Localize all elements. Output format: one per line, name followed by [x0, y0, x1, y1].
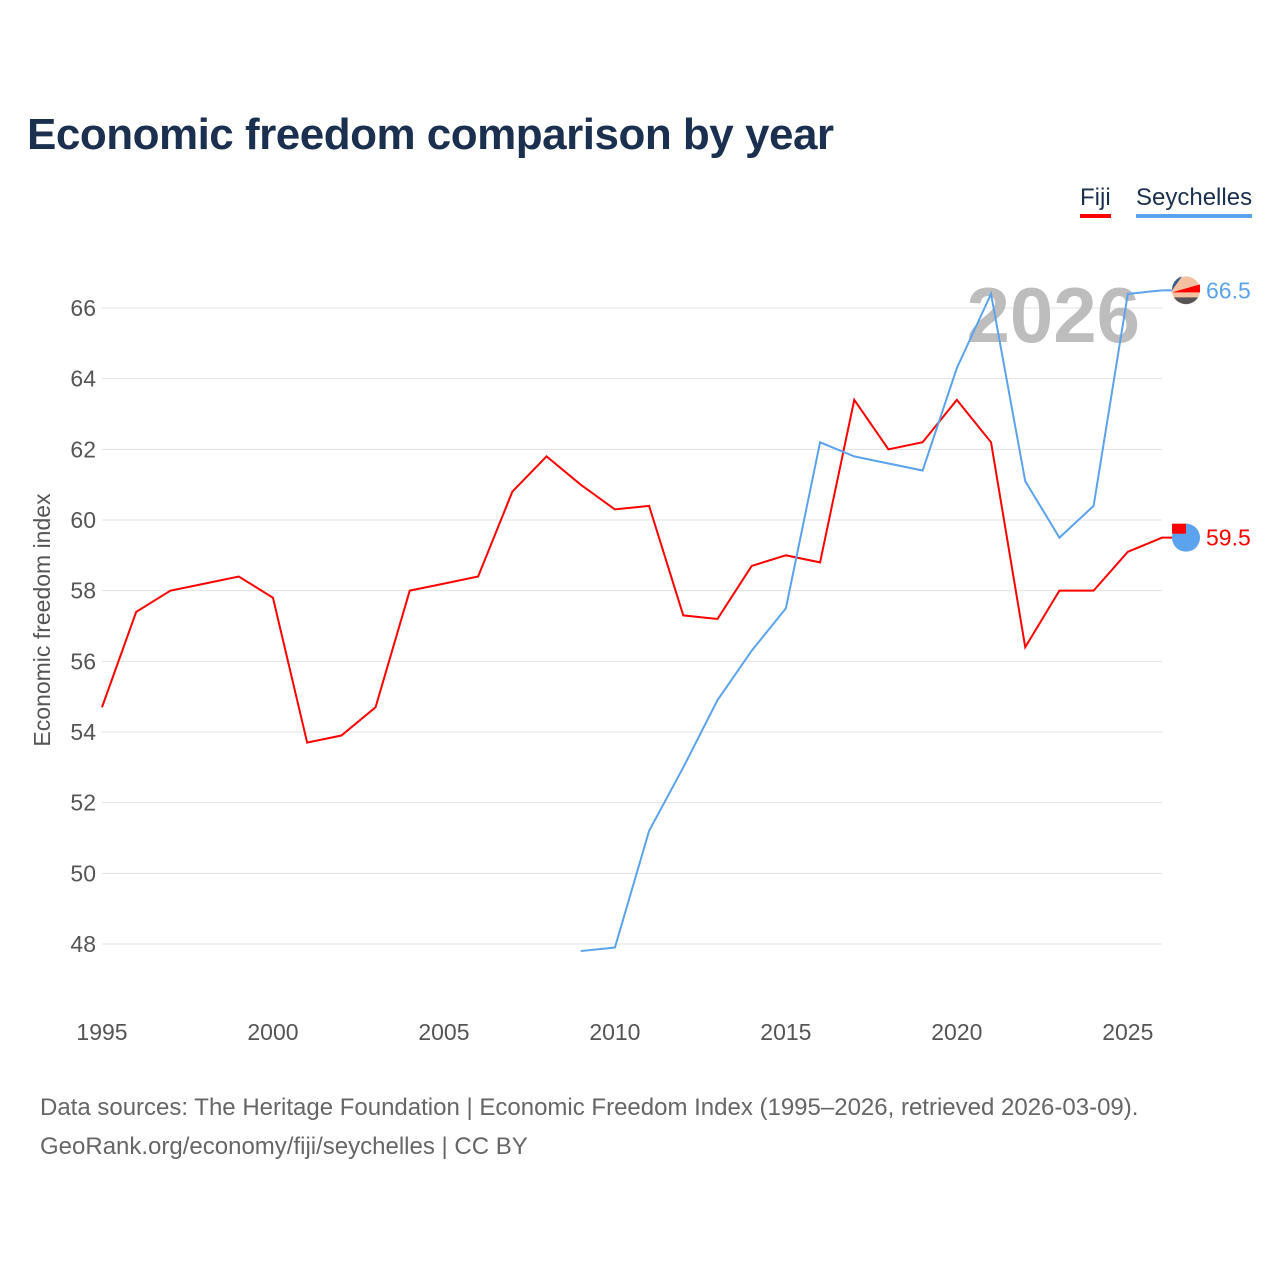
x-tick-label: 2015	[760, 1019, 811, 1045]
x-tick-label: 2005	[418, 1019, 469, 1045]
seychelles-flag-red	[1172, 284, 1200, 293]
x-tick-label: 2010	[589, 1019, 640, 1045]
y-tick-label: 64	[70, 366, 96, 392]
seychelles-flag-blue	[1171, 276, 1182, 291]
y-tick-label: 60	[70, 507, 96, 533]
series-line-fiji	[101, 397, 1186, 744]
source-line-1: Data sources: The Heritage Foundation | …	[40, 1094, 1139, 1121]
x-tick-label: 2025	[1102, 1019, 1153, 1045]
y-tick-label: 56	[70, 648, 96, 674]
seychelles-flag-gray	[1174, 297, 1198, 305]
legend-seychelles[interactable]: Seychelles	[1136, 184, 1253, 218]
y-tick-label: 54	[70, 719, 96, 745]
legend-fiji[interactable]: Fiji	[1080, 184, 1111, 218]
source-note: Data sources: The Heritage Foundation | …	[40, 1088, 1138, 1166]
y-tick-label: 62	[70, 436, 96, 462]
end-label-seychelles: 66.5	[1206, 277, 1251, 303]
chart-title: Economic freedom comparison by year	[27, 110, 834, 159]
y-tick-label: 66	[70, 295, 96, 321]
y-axis-label: Economic freedom index	[29, 493, 55, 747]
x-tick-label: 2000	[247, 1019, 298, 1045]
end-label-fiji: 59.5	[1206, 525, 1251, 551]
y-tick-label: 52	[70, 790, 96, 816]
x-tick-label: 2020	[931, 1019, 982, 1045]
y-tick-label: 50	[70, 860, 96, 886]
y-tick-label: 58	[70, 578, 96, 604]
y-tick-label: 48	[70, 931, 96, 957]
series-line-seychelles	[580, 289, 1186, 953]
x-tick-label: 1995	[76, 1019, 127, 1045]
year-watermark: 2026	[966, 271, 1140, 359]
fiji-flag-union	[1172, 523, 1186, 534]
source-line-2[interactable]: GeoRank.org/economy/fiji/seychelles | CC…	[40, 1133, 528, 1160]
